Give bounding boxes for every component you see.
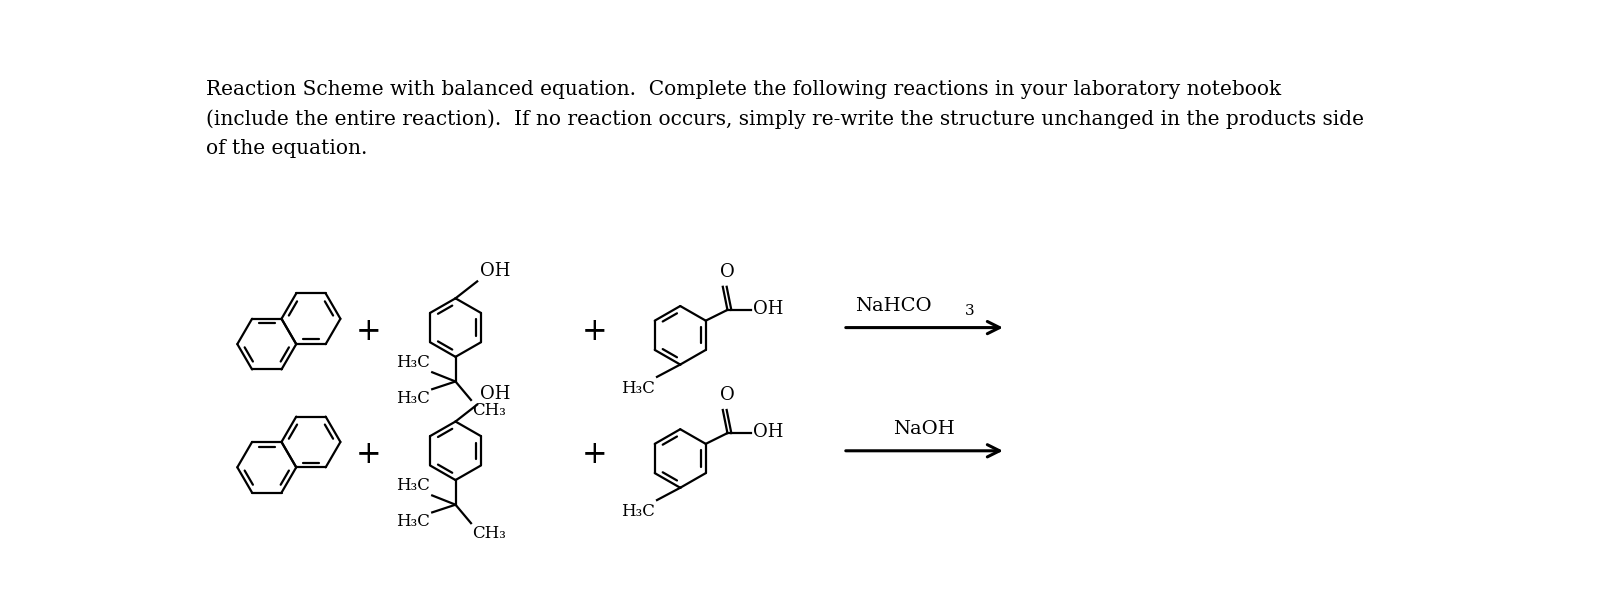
Text: +: + <box>356 439 382 470</box>
Text: CH₃: CH₃ <box>473 402 507 419</box>
Text: H₃C: H₃C <box>620 380 655 397</box>
Text: H₃C: H₃C <box>396 477 430 494</box>
Text: of the equation.: of the equation. <box>206 139 368 158</box>
Text: +: + <box>582 316 607 347</box>
Text: O: O <box>721 386 735 404</box>
Text: (include the entire reaction).  If no reaction occurs, simply re-write the struc: (include the entire reaction). If no rea… <box>206 110 1365 129</box>
Text: NaHCO: NaHCO <box>855 298 932 315</box>
Text: CH₃: CH₃ <box>473 525 507 542</box>
Text: H₃C: H₃C <box>396 354 430 371</box>
Text: +: + <box>356 316 382 347</box>
Text: OH: OH <box>479 385 510 403</box>
Text: H₃C: H₃C <box>620 503 655 520</box>
Text: H₃C: H₃C <box>396 390 430 407</box>
Text: OH: OH <box>753 300 783 318</box>
Text: +: + <box>582 439 607 470</box>
Text: NaOH: NaOH <box>893 421 956 439</box>
Text: 3: 3 <box>965 304 975 318</box>
Text: H₃C: H₃C <box>396 513 430 530</box>
Text: OH: OH <box>479 262 510 280</box>
Text: O: O <box>721 262 735 281</box>
Text: OH: OH <box>753 424 783 441</box>
Text: Reaction Scheme with balanced equation.  Complete the following reactions in you: Reaction Scheme with balanced equation. … <box>206 81 1282 99</box>
